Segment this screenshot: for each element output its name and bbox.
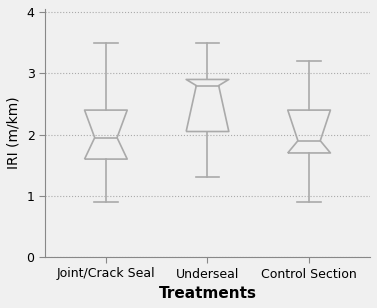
Y-axis label: IRI (m/km): IRI (m/km) <box>7 97 21 169</box>
X-axis label: Treatments: Treatments <box>158 286 256 301</box>
